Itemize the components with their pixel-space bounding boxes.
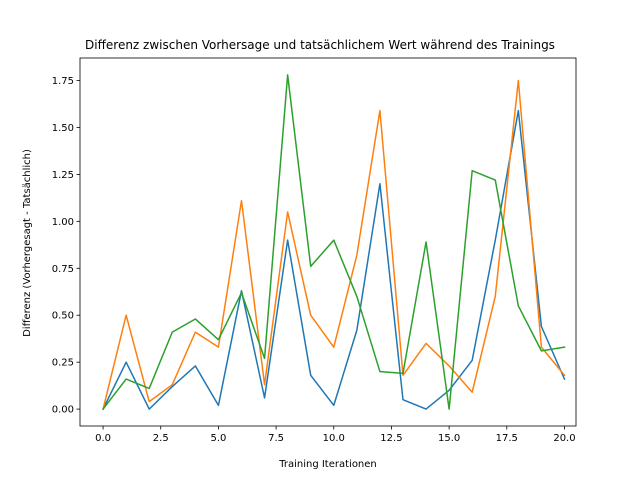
x-tick-label: 10.0 xyxy=(323,433,345,444)
series-line-2 xyxy=(102,79,566,411)
series-line-1 xyxy=(102,109,566,411)
y-tick-label: 1.25 xyxy=(52,170,74,181)
x-tick-label: 7.5 xyxy=(268,433,284,444)
series-line-3 xyxy=(102,74,566,411)
x-tick-label: 5.0 xyxy=(210,433,226,444)
y-tick-label: 0.50 xyxy=(52,311,74,322)
x-tick-label: 12.5 xyxy=(380,433,402,444)
x-tick-label: 15.0 xyxy=(438,433,460,444)
x-tick-label: 20.0 xyxy=(553,433,575,444)
x-axis-label: Training Iterationen xyxy=(278,459,377,470)
y-tick-label: 1.75 xyxy=(52,76,74,87)
axes-frame xyxy=(79,57,577,427)
y-tick-label: 0.75 xyxy=(52,264,74,275)
series-layer xyxy=(102,74,566,411)
x-tick-label: 0.0 xyxy=(95,433,111,444)
x-tick-label: 2.5 xyxy=(153,433,169,444)
axes-layer: 0.0 2.5 5.0 7.5 10.0 12.5 15.0 17.5 20.0 0.00 0.25… xyxy=(52,57,577,444)
chart-title: Differenz zwischen Vorhersage und tatsäc… xyxy=(85,38,555,52)
y-tick-label: 0.25 xyxy=(52,358,74,369)
x-tick-label: 17.5 xyxy=(496,433,518,444)
y-axis-label: Differenz (Vorhergesagt - Tatsächlich) xyxy=(22,149,33,337)
y-tick-label: 1.00 xyxy=(52,217,74,228)
y-tick-label: 0.00 xyxy=(52,405,74,416)
y-tick-label: 1.50 xyxy=(52,123,74,134)
